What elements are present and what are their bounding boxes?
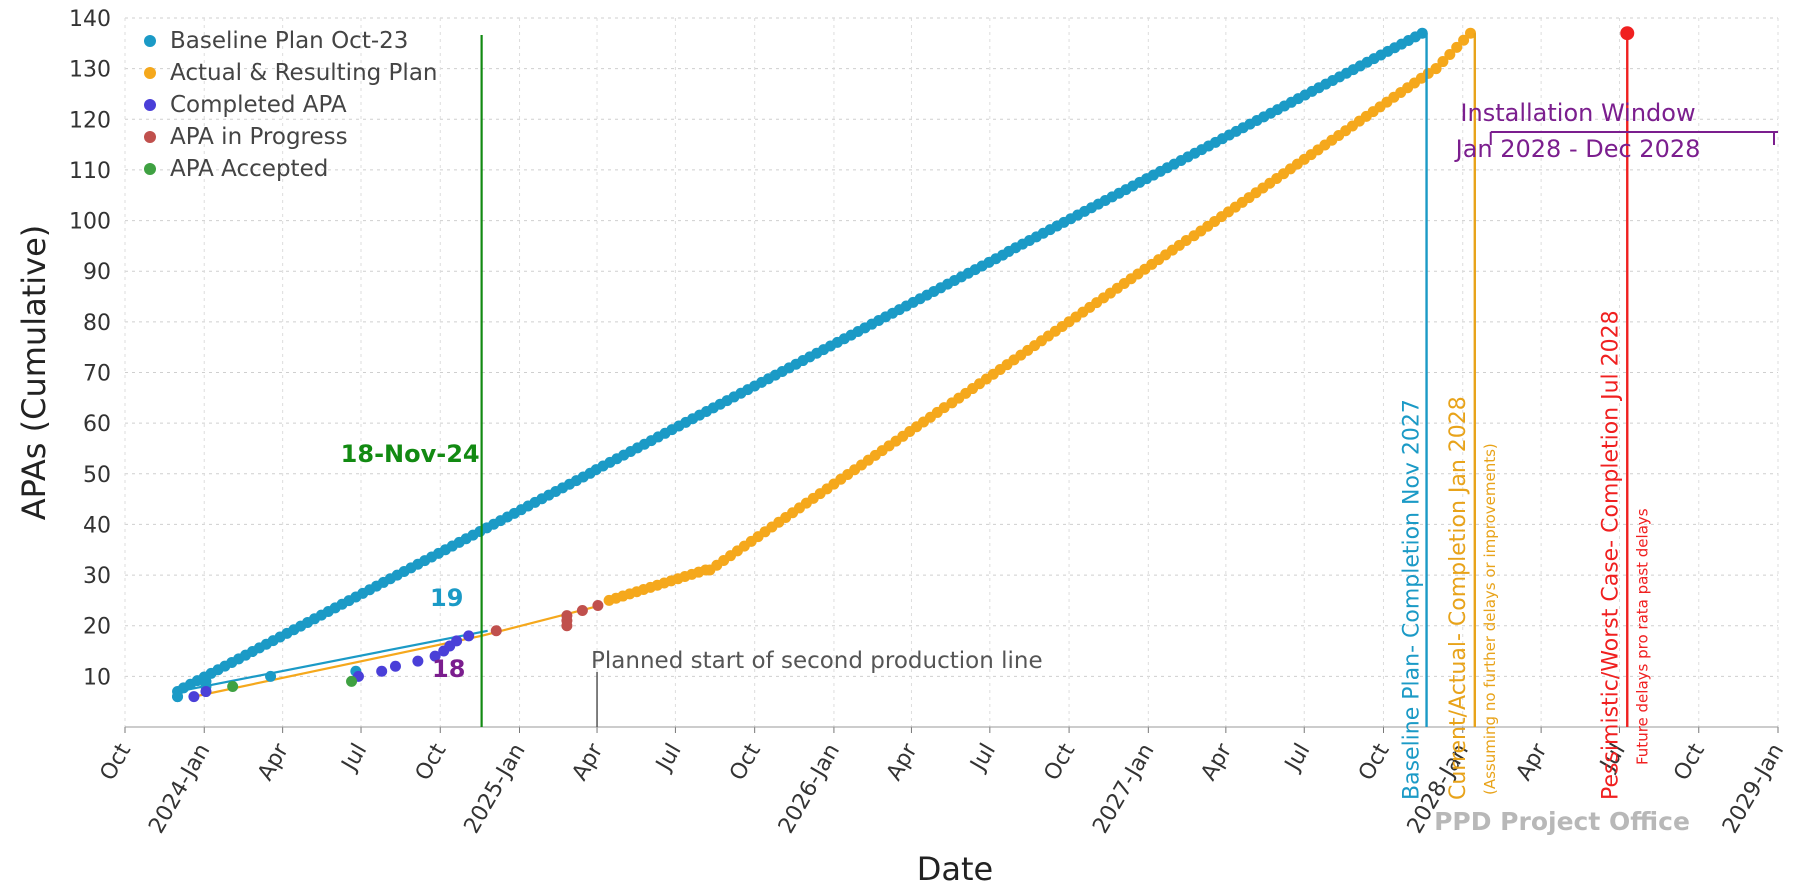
pessimistic-completion-note: Future delays pro rata past delays <box>1633 508 1651 765</box>
point-apa-in-progress <box>490 625 502 637</box>
point-completed-apa <box>188 691 200 703</box>
series-connector-line <box>177 629 488 693</box>
point-completed-apa <box>376 665 388 677</box>
legend-marker <box>144 131 156 143</box>
grid-layer <box>124 17 1779 727</box>
point-baseline-plan-oct-23 <box>172 691 184 703</box>
point-completed-apa <box>412 655 424 667</box>
x-tick-label: 2029-Jan <box>1718 740 1789 838</box>
x-tick-label: Oct <box>411 739 452 785</box>
x-tick-label: Jul <box>965 740 1001 777</box>
point-apa-accepted <box>346 675 358 687</box>
point-completed-apa <box>451 635 463 647</box>
x-tick-label: 2025-Jan <box>460 740 531 838</box>
x-tick-label: 2024-Jan <box>144 740 215 838</box>
y-tick-label: 80 <box>83 311 111 336</box>
label-18: 18 <box>432 655 465 683</box>
point-baseline-plan-oct-23 <box>265 670 277 682</box>
point-apa-accepted <box>227 680 239 692</box>
legend-marker <box>144 99 156 111</box>
x-tick-label: Apr <box>1512 739 1553 785</box>
label-19: 19 <box>430 584 463 612</box>
current-completion-label: Current/Actual- Completion Jan 2028 <box>1446 396 1471 800</box>
y-tick-label: 100 <box>69 210 111 235</box>
legend-marker <box>144 163 156 175</box>
y-tick-label: 60 <box>83 412 111 437</box>
y-tick-label: 120 <box>69 108 111 133</box>
annotations: 18-Nov-24 19 18 Planned start of second pro… <box>341 26 1778 836</box>
x-tick-label: 2027-Jan <box>1088 740 1159 838</box>
data-points <box>172 27 1476 703</box>
y-tick-label: 110 <box>69 159 111 184</box>
point-baseline-plan-oct-23 <box>1416 27 1428 39</box>
x-tick-label: Oct <box>96 739 137 785</box>
point-completed-apa <box>389 660 401 672</box>
legend-marker <box>144 67 156 79</box>
x-tick-label: Apr <box>1196 739 1237 785</box>
legend-label: APA Accepted <box>170 156 328 182</box>
x-tick-label: Oct <box>1669 739 1710 785</box>
legend: Baseline Plan Oct-23 Actual & Resulting P… <box>144 28 438 182</box>
point-actual-resulting-plan <box>1451 41 1463 53</box>
y-tick-label: 90 <box>83 260 111 285</box>
point-actual-resulting-plan <box>1430 63 1442 75</box>
legend-label: Actual & Resulting Plan <box>170 60 438 86</box>
y-tick-label: 30 <box>83 564 111 589</box>
point-baseline-plan-oct-23 <box>200 675 212 687</box>
point-completed-apa <box>429 650 441 662</box>
y-tick-label: 20 <box>83 615 111 640</box>
y-tick-label: 140 <box>69 7 111 32</box>
y-axis-title: APAs (Cumulative) <box>15 225 53 520</box>
y-tick-label: 10 <box>83 665 111 690</box>
connector-lines <box>177 604 601 698</box>
x-tick-label: Oct <box>1040 739 1081 785</box>
x-tick-label: Apr <box>882 739 923 785</box>
install-window-title: Installation Window <box>1460 99 1695 127</box>
baseline-completion-label: Baseline Plan- Completion Nov 2027 <box>1400 399 1425 800</box>
x-tick-label: Apr <box>253 739 294 785</box>
marker-18-nov-label: 18-Nov-24 <box>341 440 480 468</box>
x-tick-label: Oct <box>725 739 766 785</box>
y-tick-label: 70 <box>83 362 111 387</box>
x-tick-label: Apr <box>568 739 609 785</box>
point-apa-in-progress <box>576 605 588 617</box>
point-actual-resulting-plan <box>1444 48 1456 60</box>
x-axis-title: Date <box>917 850 993 888</box>
second-line-label: Planned start of second production line <box>591 648 1043 674</box>
x-tick-label: Oct <box>1354 739 1395 785</box>
y-tick-label: 130 <box>69 58 111 83</box>
x-tick-label: Jul <box>651 740 687 777</box>
x-tick-label: 2026-Jan <box>774 740 845 838</box>
point-completed-apa <box>200 686 212 698</box>
y-tick-label: 50 <box>83 463 111 488</box>
current-completion-note: (Assuming no further delays or improveme… <box>1481 443 1499 795</box>
point-actual-resulting-plan <box>1437 56 1449 68</box>
point-actual-resulting-plan <box>1458 34 1470 46</box>
install-window-range: Jan 2028 - Dec 2028 <box>1454 135 1701 163</box>
x-tick-label: Jul <box>336 740 372 777</box>
y-tick-label: 40 <box>83 513 111 538</box>
pessimistic-completion-point <box>1620 26 1635 41</box>
point-actual-resulting-plan <box>1464 27 1476 39</box>
pessimistic-completion-label: Pessimistic/Worst Case- Completion Jul 2… <box>1598 310 1623 800</box>
point-apa-in-progress <box>561 610 573 622</box>
legend-label: Completed APA <box>170 92 347 118</box>
legend-marker <box>144 35 156 47</box>
series-connector-line <box>193 634 482 698</box>
point-apa-in-progress <box>592 599 604 611</box>
x-tick-label: Jul <box>1280 740 1316 777</box>
watermark: PPD Project Office <box>1434 807 1690 836</box>
legend-label: APA in Progress <box>170 124 348 150</box>
legend-label: Baseline Plan Oct-23 <box>170 28 408 54</box>
point-completed-apa <box>463 630 475 642</box>
